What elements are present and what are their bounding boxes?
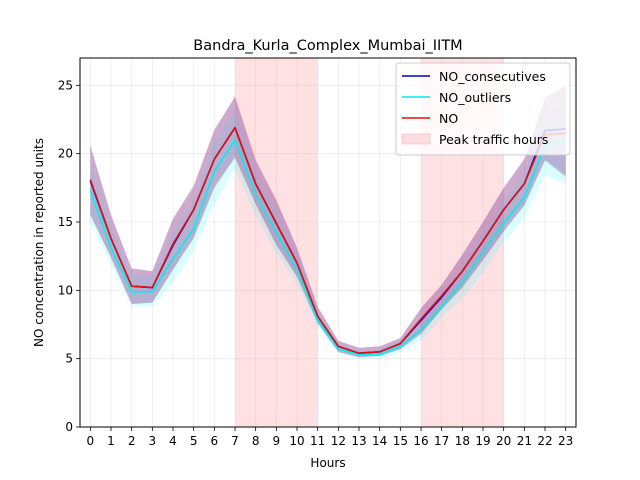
x-axis-label: Hours [310, 456, 345, 470]
x-tick-label-16: 16 [413, 434, 428, 448]
y-tick-label-10: 10 [58, 283, 73, 297]
x-tick-label-9: 9 [273, 434, 281, 448]
legend-label-no: NO [439, 111, 458, 126]
y-tick-label-25: 25 [58, 78, 73, 92]
legend-swatch-peak-traffic-hours [401, 133, 431, 145]
line-no [89, 126, 566, 355]
x-tick-label-12: 12 [331, 434, 346, 448]
x-tick-label-14: 14 [372, 434, 387, 448]
legend-label-no-consecutives: NO_consecutives [439, 69, 546, 84]
legend: NO_consecutives NO_outliers NO Peak traffic… [395, 62, 571, 156]
x-tick-label-7: 7 [231, 434, 239, 448]
x-tick-label-21: 21 [517, 434, 532, 448]
x-axis-ticks: 0 1 2 3 4 5 6 7 8 9 10 11 12 13 14 15 16 17 18 19 20 21 22 23 [87, 427, 573, 448]
x-tick-label-20: 20 [496, 434, 511, 448]
legend-label-no-outliers: NO_outliers [439, 90, 511, 105]
x-tick-label-0: 0 [87, 434, 95, 448]
x-tick-label-22: 22 [537, 434, 552, 448]
x-tick-label-13: 13 [351, 434, 366, 448]
peak-traffic-region-1 [235, 58, 318, 427]
x-tick-label-23: 23 [558, 434, 573, 448]
x-tick-label-6: 6 [211, 434, 219, 448]
line-no-outliers [89, 139, 566, 356]
band-no-outliers [90, 100, 566, 359]
x-tick-label-2: 2 [128, 434, 136, 448]
x-tick-label-3: 3 [149, 434, 157, 448]
legend-label-peak-traffic-hours: Peak traffic hours [439, 132, 548, 147]
chart-title: Bandra_Kurla_Complex_Mumbai_IITM [193, 38, 462, 54]
y-tick-label-20: 20 [58, 147, 73, 161]
x-tick-label-1: 1 [107, 434, 115, 448]
x-tick-label-5: 5 [190, 434, 198, 448]
y-axis-label: NO concentration in reported units [32, 138, 46, 347]
y-tick-label-5: 5 [65, 352, 73, 366]
y-tick-label-0: 0 [65, 420, 73, 434]
x-tick-label-10: 10 [289, 434, 304, 448]
x-tick-label-11: 11 [310, 434, 325, 448]
y-tick-label-15: 15 [58, 215, 73, 229]
plot-frame [79, 57, 577, 428]
x-tick-label-18: 18 [455, 434, 470, 448]
series-lines [89, 126, 566, 356]
x-tick-label-8: 8 [252, 434, 260, 448]
x-tick-label-4: 4 [169, 434, 177, 448]
x-tick-label-19: 19 [475, 434, 490, 448]
x-tick-label-15: 15 [393, 434, 408, 448]
y-axis-ticks: 0 5 10 15 20 25 [58, 78, 80, 434]
legend-box [395, 62, 571, 156]
x-tick-label-17: 17 [434, 434, 449, 448]
